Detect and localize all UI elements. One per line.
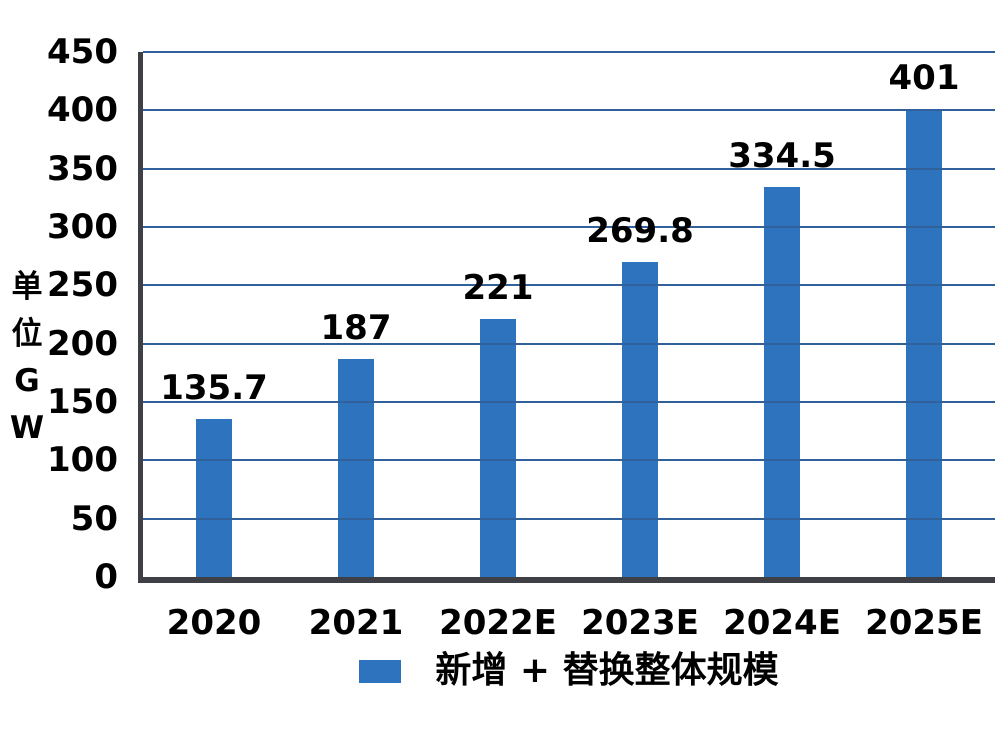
x-category-label-2021: 2021 (308, 603, 404, 643)
bar-value-label: 334.5 (728, 135, 836, 176)
bar-cell-2023E: 269.8 (569, 52, 711, 577)
bar-value-label: 269.8 (586, 211, 694, 252)
y-tick-label: 350 (47, 148, 118, 189)
bar-cell-2022E: 221 (427, 52, 569, 577)
legend-swatch-icon (359, 659, 402, 683)
gridline-350 (143, 167, 995, 170)
x-category-label-2024E: 2024E (723, 603, 841, 643)
x-axis-category-labels: 2020 2021 2022E 2023E 2024E 2025E (143, 606, 995, 640)
y-axis-unit-char: 单 (11, 269, 43, 305)
bar-2023E (622, 262, 658, 577)
y-axis-unit-char: G (14, 363, 40, 399)
bar-2022E (480, 319, 516, 577)
bar-value-label: 135.7 (160, 367, 268, 408)
y-axis-unit-char: W (9, 410, 45, 446)
x-category-label-2020: 2020 (166, 603, 262, 643)
bar-2020 (196, 418, 232, 577)
bars-container: 135.7 187 221 269.8 334.5 401 (143, 52, 995, 577)
y-tick-label: 0 (94, 557, 118, 597)
bar-value-label: 401 (888, 58, 960, 99)
x-category-label-2025E: 2025E (865, 603, 983, 643)
y-tick-label: 150 (47, 382, 118, 422)
bar-cell-2020: 135.7 (143, 52, 285, 577)
bar-value-label: 187 (320, 307, 392, 348)
y-axis-unit-char: 位 (11, 316, 43, 352)
gridline-150 (143, 401, 995, 403)
x-category-label-2023E: 2023E (581, 603, 699, 643)
y-tick-label: 400 (47, 90, 118, 131)
y-tick-label: 100 (47, 440, 118, 481)
y-tick-label: 300 (47, 207, 118, 247)
bar-2021 (338, 358, 374, 577)
y-axis-tick-labels: 0 50 100 150 200 250 300 350 400 450 (0, 35, 118, 594)
gridline-300 (143, 226, 995, 228)
y-tick-label: 450 (47, 32, 118, 72)
gridline-250 (143, 284, 995, 287)
y-tick-label: 250 (47, 265, 118, 306)
gridline-200 (143, 342, 995, 345)
bar-cell-2024E: 334.5 (711, 52, 853, 577)
gridline-50 (143, 517, 995, 520)
bar-value-label: 221 (462, 268, 534, 309)
bar-2024E (764, 186, 800, 577)
y-tick-label: 200 (47, 323, 118, 364)
bar-cell-2025E: 401 (853, 52, 995, 577)
y-tick-label: 50 (70, 498, 118, 539)
plot-area: 135.7 187 221 269.8 334.5 401 (138, 51, 995, 583)
legend: 新增 + 替换整体规模 (143, 650, 995, 692)
gridline-400 (143, 109, 995, 112)
legend-label: 新增 + 替换整体规模 (435, 650, 779, 691)
gridline-100 (143, 459, 995, 462)
bar-cell-2021: 187 (285, 52, 427, 577)
gridline-450 (143, 51, 995, 53)
x-category-label-2022E: 2022E (439, 603, 557, 643)
